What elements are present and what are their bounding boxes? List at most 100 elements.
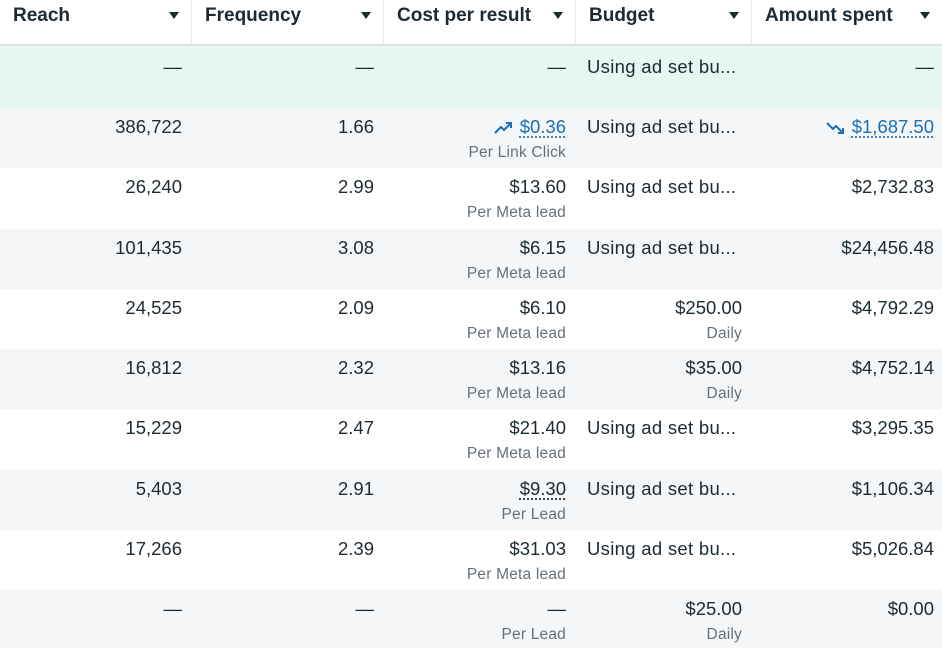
table-row[interactable]: 17,266 2.39 $31.03 Per Meta lead Using a… bbox=[0, 530, 942, 590]
cost-cell: $21.40 Per Meta lead bbox=[384, 409, 576, 469]
budget-cell: Using ad set bu... bbox=[576, 530, 752, 590]
spent-cell: $1,106.34 bbox=[752, 470, 942, 530]
table-row[interactable]: 26,240 2.99 $13.60 Per Meta lead Using a… bbox=[0, 168, 942, 228]
cost-cell: $13.16 Per Meta lead bbox=[384, 349, 576, 409]
cost-cell: $0.36 Per Link Click bbox=[384, 108, 576, 168]
cost-cell: $13.60 Per Meta lead bbox=[384, 168, 576, 228]
frequency-value: 2.99 bbox=[338, 176, 374, 198]
budget-value: Using ad set bu... bbox=[587, 538, 736, 560]
frequency-cell: — bbox=[192, 590, 384, 648]
budget-period: Daily bbox=[707, 385, 742, 403]
column-header-budget[interactable]: Budget bbox=[576, 0, 752, 44]
reach-value: 24,525 bbox=[125, 297, 182, 319]
caret-down-icon[interactable] bbox=[169, 12, 179, 19]
budget-value: Using ad set bu... bbox=[587, 56, 736, 78]
cost-cell: $6.15 Per Meta lead bbox=[384, 229, 576, 289]
spent-link[interactable]: $1,687.50 bbox=[852, 116, 934, 137]
budget-value: $25.00 bbox=[685, 598, 742, 620]
spent-cell: $24,456.48 bbox=[752, 229, 942, 289]
cost-result-type: Per Lead bbox=[501, 626, 566, 644]
cost-result-type: Per Meta lead bbox=[467, 445, 566, 463]
caret-down-icon[interactable] bbox=[729, 12, 739, 19]
trend-down-icon bbox=[826, 121, 846, 135]
frequency-value: 2.47 bbox=[338, 417, 374, 439]
cost-result-type: Per Meta lead bbox=[467, 204, 566, 222]
frequency-cell: 3.08 bbox=[192, 229, 384, 289]
summary-spent-cell: — bbox=[752, 46, 942, 108]
reach-cell: 386,722 bbox=[0, 108, 192, 168]
cost-value[interactable]: $9.30 bbox=[520, 478, 566, 500]
reach-cell: 17,266 bbox=[0, 530, 192, 590]
spent-cell: $1,687.50 bbox=[752, 108, 942, 168]
reach-value: 15,229 bbox=[125, 417, 182, 439]
caret-down-icon[interactable] bbox=[920, 12, 930, 19]
cost-link[interactable]: $0.36 bbox=[520, 116, 566, 137]
table-row[interactable]: 386,722 1.66 $0.36 Per Link Click Using … bbox=[0, 108, 942, 168]
cost-value: $13.16 bbox=[509, 357, 566, 379]
spent-value: $4,792.29 bbox=[852, 297, 934, 319]
spent-value: $1,106.34 bbox=[852, 478, 934, 500]
reach-cell: 15,229 bbox=[0, 409, 192, 469]
frequency-cell: 2.99 bbox=[192, 168, 384, 228]
budget-value: Using ad set bu... bbox=[587, 478, 736, 500]
spent-value: $3,295.35 bbox=[852, 417, 934, 439]
cost-result-type: Per Meta lead bbox=[467, 385, 566, 403]
reach-cell: 5,403 bbox=[0, 470, 192, 530]
table-row[interactable]: 5,403 2.91 $9.30 Per Lead Using ad set b… bbox=[0, 470, 942, 530]
budget-period: Daily bbox=[707, 626, 742, 644]
column-header-cost-per-result[interactable]: Cost per result bbox=[384, 0, 576, 44]
cost-result-type: Per Link Click bbox=[468, 144, 566, 162]
budget-cell: Using ad set bu... bbox=[576, 108, 752, 168]
spent-cell: $5,026.84 bbox=[752, 530, 942, 590]
summary-cost-cell: — bbox=[384, 46, 576, 108]
table-row[interactable]: — — — Per Lead $25.00 Daily $0.00 bbox=[0, 590, 942, 648]
budget-cell: $250.00 Daily bbox=[576, 289, 752, 349]
reach-value: 386,722 bbox=[115, 116, 182, 138]
budget-cell: Using ad set bu... bbox=[576, 168, 752, 228]
budget-value: Using ad set bu... bbox=[587, 417, 736, 439]
spent-value: — bbox=[916, 56, 935, 78]
frequency-value: 2.39 bbox=[338, 538, 374, 560]
reach-value: — bbox=[164, 598, 183, 620]
summary-row: — — — Using ad set bu... — bbox=[0, 46, 942, 108]
table-row[interactable]: 101,435 3.08 $6.15 Per Meta lead Using a… bbox=[0, 229, 942, 289]
frequency-value: 2.32 bbox=[338, 357, 374, 379]
column-header-reach[interactable]: Reach bbox=[0, 0, 192, 44]
reach-cell: 101,435 bbox=[0, 229, 192, 289]
spent-cell: $3,295.35 bbox=[752, 409, 942, 469]
table-row[interactable]: 24,525 2.09 $6.10 Per Meta lead $250.00 … bbox=[0, 289, 942, 349]
cost-result-type: Per Meta lead bbox=[467, 566, 566, 584]
summary-budget-cell: Using ad set bu... bbox=[576, 46, 752, 108]
frequency-cell: 2.09 bbox=[192, 289, 384, 349]
cost-value-wrapper[interactable]: $0.36 bbox=[494, 116, 566, 138]
frequency-value: — bbox=[356, 56, 375, 78]
column-header-amount-spent[interactable]: Amount spent bbox=[752, 0, 942, 44]
reach-value: 16,812 bbox=[125, 357, 182, 379]
budget-value: $250.00 bbox=[675, 297, 742, 319]
reach-cell: 26,240 bbox=[0, 168, 192, 228]
spent-value: $0.00 bbox=[888, 598, 934, 620]
column-header-frequency[interactable]: Frequency bbox=[192, 0, 384, 44]
reach-value: 101,435 bbox=[115, 237, 182, 259]
column-header-label: Reach bbox=[13, 5, 70, 27]
cost-value: $13.60 bbox=[509, 176, 566, 198]
reach-value: 5,403 bbox=[136, 478, 182, 500]
spent-cell: $0.00 bbox=[752, 590, 942, 648]
cost-value: $21.40 bbox=[509, 417, 566, 439]
caret-down-icon[interactable] bbox=[361, 12, 371, 19]
table-row[interactable]: 16,812 2.32 $13.16 Per Meta lead $35.00 … bbox=[0, 349, 942, 409]
spent-value: $24,456.48 bbox=[841, 237, 934, 259]
column-header-label: Frequency bbox=[205, 5, 301, 27]
table-row[interactable]: 15,229 2.47 $21.40 Per Meta lead Using a… bbox=[0, 409, 942, 469]
spent-value: $2,732.83 bbox=[852, 176, 934, 198]
frequency-value: 2.91 bbox=[338, 478, 374, 500]
frequency-cell: 1.66 bbox=[192, 108, 384, 168]
frequency-value: — bbox=[356, 598, 375, 620]
summary-reach-cell: — bbox=[0, 46, 192, 108]
caret-down-icon[interactable] bbox=[553, 12, 563, 19]
spent-value-wrapper[interactable]: $1,687.50 bbox=[826, 116, 934, 138]
frequency-value: 2.09 bbox=[338, 297, 374, 319]
column-header-label: Amount spent bbox=[765, 5, 893, 27]
reach-cell: 24,525 bbox=[0, 289, 192, 349]
